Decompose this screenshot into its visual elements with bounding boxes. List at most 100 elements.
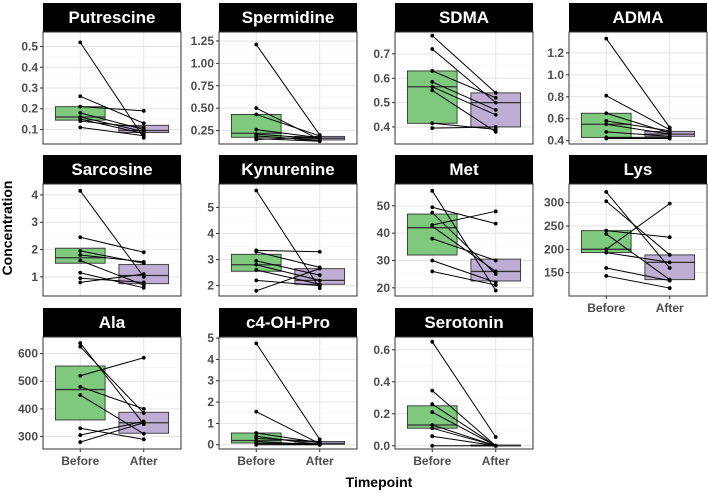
data-point-after [141, 272, 146, 277]
y-tick-label: 1.0 [547, 68, 564, 82]
data-point-after [141, 133, 146, 138]
data-point-after [493, 283, 498, 287]
facet-panel: Kynurenine 2 3 4 5 [207, 155, 358, 297]
data-point-before [604, 228, 609, 233]
y-tick-label: 0.25 [191, 124, 215, 138]
data-point-before [254, 258, 259, 263]
data-point-after [667, 286, 672, 290]
paired-line [606, 112, 670, 134]
y-tick-label: 1 [31, 270, 38, 284]
data-point-before [78, 440, 83, 444]
data-point-before [78, 249, 83, 253]
facet-panel: SDMA 0.4 0.5 0.6 0.7 [373, 3, 534, 145]
facet-title: Spermidine [242, 8, 335, 27]
paired-line [80, 106, 144, 112]
paired-line [606, 123, 670, 135]
data-point-before [78, 125, 83, 130]
facet-strip [219, 308, 357, 337]
paired-line [606, 252, 670, 263]
data-point-before [604, 136, 609, 141]
data-point-before [430, 126, 435, 131]
data-point-before [78, 276, 83, 281]
y-tick-label: 2 [207, 279, 214, 293]
data-point-before [78, 426, 83, 431]
facet-panel: Sarcosine 1 2 3 4 [31, 155, 182, 297]
data-point-before [254, 409, 259, 414]
panel-border [42, 183, 182, 297]
paired-line [606, 131, 670, 137]
paired-line [606, 275, 670, 289]
paired-line [431, 35, 497, 94]
data-point-before [78, 188, 83, 193]
paired-line [80, 357, 144, 377]
data-point-before [78, 104, 83, 109]
paired-line [256, 249, 320, 253]
data-point-after [141, 280, 146, 285]
data-point-after [493, 435, 498, 439]
data-point-before [78, 235, 83, 240]
data-point-after [317, 139, 322, 144]
data-point-after [141, 431, 146, 436]
data-point-after [493, 221, 498, 226]
y-tick-label: 400 [18, 402, 38, 416]
paired-line [432, 435, 496, 447]
facet-title: ADMA [613, 8, 664, 27]
y-tick-label: 200 [544, 242, 564, 256]
x-axis-title: Timepoint [346, 474, 413, 490]
data-point-before [430, 69, 435, 73]
data-point-after [141, 420, 146, 425]
data-point-before [254, 262, 259, 267]
data-point-before [78, 433, 83, 438]
data-point-before [430, 236, 435, 241]
facet-strip [569, 3, 707, 32]
paired-line [256, 279, 320, 287]
data-point-before [78, 373, 83, 378]
facet-title: Lys [624, 160, 653, 179]
data-point-before [430, 426, 435, 431]
paired-line [79, 42, 145, 139]
y-tick-label: 0.7 [373, 47, 390, 61]
data-point-after [493, 280, 498, 285]
y-tick-label: 0.5 [373, 96, 390, 110]
data-point-after [141, 121, 146, 126]
facet-title: SDMA [439, 8, 489, 27]
y-tick-label: 0.5 [21, 40, 38, 54]
facet-title: Sarcosine [71, 160, 152, 179]
facet-panel: ADMA 0.4 0.6 0.8 1.0 1.2 [547, 3, 708, 148]
data-point-before [604, 232, 609, 236]
data-point-before [254, 249, 259, 254]
data-point-before [604, 93, 609, 98]
paired-line [432, 86, 496, 116]
data-point-after [493, 112, 498, 117]
data-point-before [430, 423, 435, 427]
data-point-after [141, 407, 146, 411]
paired-line [255, 343, 321, 440]
paired-line [256, 113, 320, 137]
facet-title: Serotonin [424, 313, 503, 332]
paired-line [256, 107, 320, 140]
facet-strip [395, 155, 533, 184]
paired-line [256, 251, 320, 268]
facet-title: Kynurenine [241, 160, 335, 179]
facet-title: Putrescine [69, 8, 156, 27]
y-axis-title: Concentration [0, 181, 15, 276]
data-point-before [430, 47, 435, 51]
y-tick-label: 300 [18, 430, 38, 444]
data-point-after [667, 260, 672, 265]
data-point-before [254, 431, 259, 435]
facet-strip [395, 3, 533, 32]
data-point-before [254, 106, 259, 111]
data-point-before [604, 190, 609, 194]
data-point-before [254, 442, 259, 447]
data-point-after [317, 266, 322, 271]
data-point-before [430, 121, 435, 126]
data-point-before [604, 250, 609, 255]
y-tick-label: 0.4 [21, 60, 38, 74]
y-tick-label: 0.6 [373, 71, 390, 85]
data-point-before [430, 33, 435, 38]
paired-line [432, 270, 496, 286]
y-tick-label: 300 [544, 196, 564, 210]
paired-line [605, 200, 671, 256]
data-point-after [493, 272, 498, 277]
paired-line [432, 206, 496, 225]
